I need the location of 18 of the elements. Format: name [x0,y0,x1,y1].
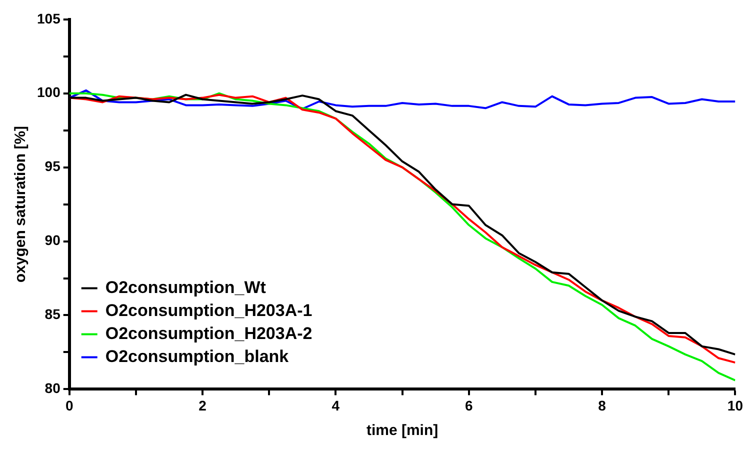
y-tick-label: 85 [44,306,61,322]
legend-label: O2consumption_H203A-1 [105,300,312,320]
x-tick-label: 8 [598,397,606,414]
y-tick-label: 105 [37,10,61,26]
y-axis-title: oxygen saturation [%] [12,126,30,283]
legend-label: O2consumption_Wt [105,278,266,297]
y-tick-label: 100 [37,84,61,100]
x-tick-label: 6 [464,397,473,414]
x-tick-label: 10 [727,397,744,414]
y-tick-label: 95 [44,158,61,174]
y-tick-label: 90 [44,232,61,248]
legend-label: O2consumption_blank [105,346,290,366]
x-tick-label: 0 [65,397,74,414]
y-tick-label: 80 [44,380,61,396]
x-tick-label: 2 [198,397,207,414]
x-tick-label: 4 [332,397,340,414]
x-axis-title: time [min] [366,422,438,440]
legend-label: O2consumption_H203A-2 [105,324,312,343]
